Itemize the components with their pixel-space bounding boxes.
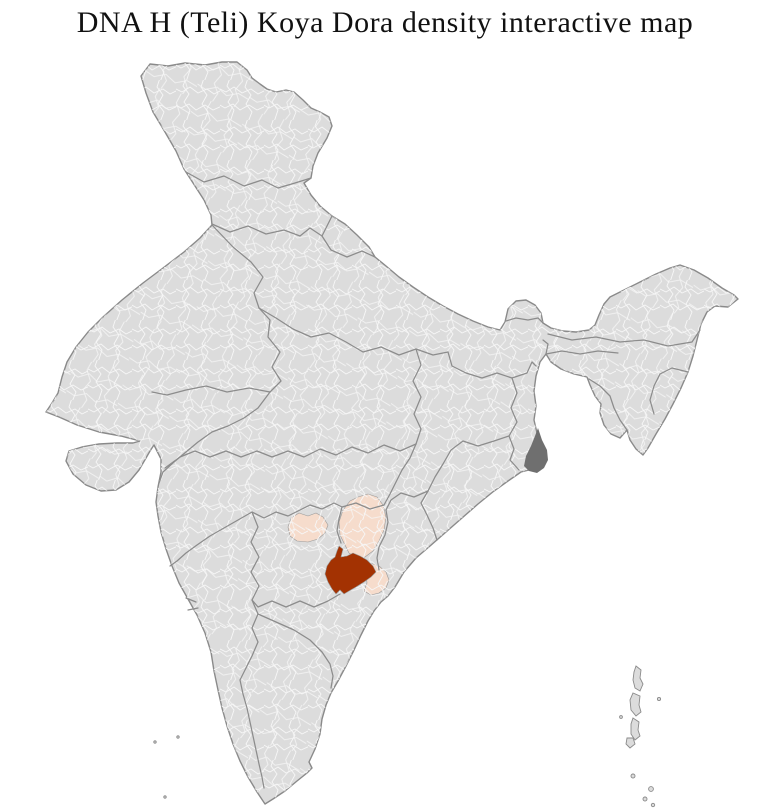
- district-mesh-overlay: [46, 62, 738, 804]
- lakshadweep-islands[interactable]: [153, 735, 180, 799]
- district-high-density[interactable]: [324, 545, 377, 595]
- state-borders: [151, 171, 701, 789]
- andaman-nicobar-islands[interactable]: [619, 665, 662, 808]
- district-metro-gray[interactable]: [524, 428, 548, 473]
- page-title: DNA H (Teli) Koya Dora density interacti…: [76, 6, 694, 39]
